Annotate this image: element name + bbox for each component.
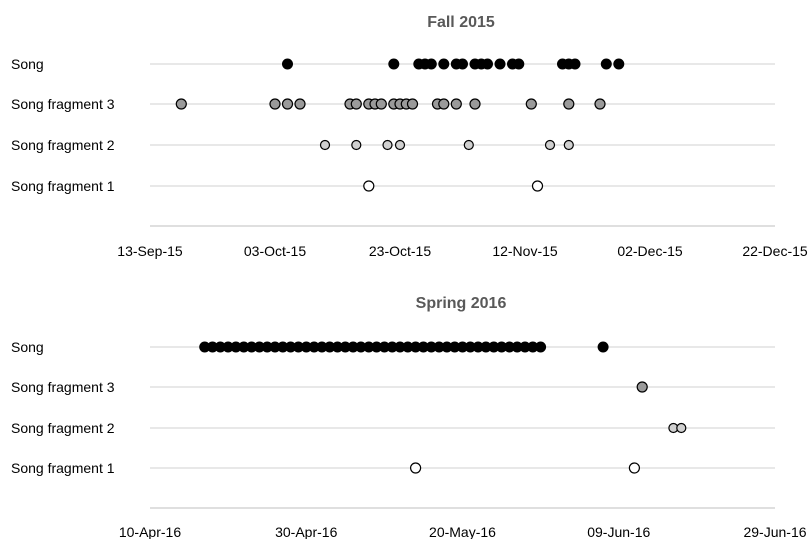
fall-song-fragment-2-point — [563, 139, 574, 151]
fall-song-point — [600, 58, 612, 70]
fall-tick-label: 22-Dec-15 — [742, 243, 808, 259]
fall-song-fragment-3-point — [269, 98, 281, 110]
spring-song-label: Song — [11, 339, 44, 355]
fall-tick-label: 13-Sep-15 — [117, 243, 183, 259]
spring-song-point — [535, 341, 547, 353]
fall-song-fragment-3-point — [294, 98, 306, 110]
spring-tick-label: 09-Jun-16 — [587, 524, 650, 539]
spring-song-fragment-3-label: Song fragment 3 — [11, 379, 115, 395]
fall-song-point — [388, 58, 400, 70]
fall-song-fragment-2-point — [351, 139, 362, 151]
fall-song-point — [438, 58, 450, 70]
spring-tick-label: 29-Jun-16 — [743, 524, 806, 539]
fall-song-point — [613, 58, 625, 70]
fall-song-fragment-3-point — [438, 98, 450, 110]
spring-tick-label: 20-May-16 — [429, 524, 496, 539]
fall-song-fragment-2-point — [544, 139, 556, 151]
fall-song-fragment-2-point — [463, 139, 474, 151]
spring-song-fragment-1-point — [628, 462, 641, 474]
spring-song-point — [597, 341, 609, 353]
fall-song-fragment-2-label: Song fragment 2 — [11, 137, 115, 153]
fall-song-fragment-3-label: Song fragment 3 — [11, 96, 115, 112]
fall-song-fragment-3-point — [594, 98, 606, 110]
fall-song-point — [569, 58, 581, 70]
fall-song-fragment-3-point — [450, 98, 462, 110]
fall-song-fragment-3-point — [469, 98, 481, 110]
fall-song-point — [482, 58, 493, 70]
fall-song-fragment-3-point — [350, 98, 362, 110]
fall-2015-title: Fall 2015 — [427, 14, 495, 31]
fall-tick-label: 03-Oct-15 — [244, 243, 306, 259]
fall-song-fragment-1-point — [531, 180, 544, 192]
fall-tick-label: 12-Nov-15 — [492, 243, 558, 259]
spring-tick-label: 30-Apr-16 — [275, 524, 337, 539]
fall-song-point — [282, 58, 293, 70]
spring-song-fragment-1-point — [410, 462, 422, 474]
fall-song-fragment-3-point — [525, 98, 537, 110]
fall-song-fragment-2-point — [394, 139, 406, 151]
fall-song-point — [494, 58, 506, 70]
fall-song-point — [513, 58, 525, 70]
fall-song-fragment-2-point — [319, 139, 331, 151]
spring-song-fragment-2-label: Song fragment 2 — [11, 420, 115, 436]
fall-song-fragment-3-point — [563, 98, 575, 110]
fall-song-fragment-1-point — [363, 180, 375, 192]
spring-2016-title: Spring 2016 — [416, 295, 507, 312]
fall-2015-panel: Fall 2015 Song Song fragment 3 Song fragme… — [11, 14, 808, 259]
fall-tick-label: 02-Dec-15 — [617, 243, 683, 259]
fall-song-fragment-3-point — [281, 98, 294, 110]
fall-song-fragment-3-point — [375, 98, 387, 110]
fall-song-fragment-1-label: Song fragment 1 — [11, 178, 115, 194]
fall-song-fragment-3-point — [406, 98, 419, 110]
spring-song-fragment-3-point — [636, 381, 648, 393]
fall-tick-label: 23-Oct-15 — [369, 243, 431, 259]
spring-song-fragment-1-label: Song fragment 1 — [11, 460, 115, 476]
fall-song-fragment-2-point — [382, 139, 393, 151]
fall-song-point — [457, 58, 468, 70]
spring-tick-label: 10-Apr-16 — [119, 524, 181, 539]
fall-song-point — [425, 58, 437, 70]
fall-song-fragment-3-point — [175, 98, 187, 110]
spring-song-fragment-2-point — [676, 422, 687, 434]
fall-song-label: Song — [11, 56, 44, 72]
spring-2016-panel: Spring 2016 Song Song fragment 3 Song frag… — [11, 295, 807, 539]
